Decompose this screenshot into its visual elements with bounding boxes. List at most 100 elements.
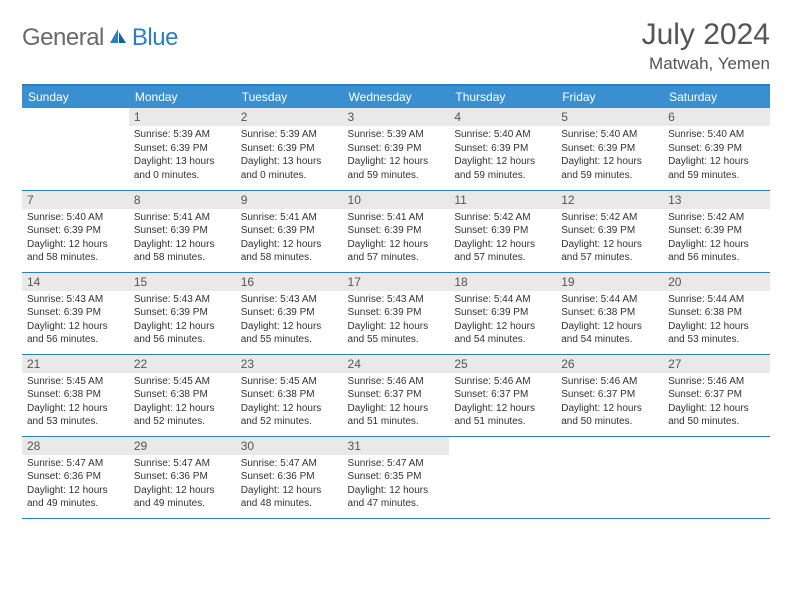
daylight-text: Daylight: 12 hours and 48 minutes. (241, 484, 338, 511)
sunset-text: Sunset: 6:39 PM (561, 224, 658, 238)
sunset-text: Sunset: 6:39 PM (134, 306, 231, 320)
sunset-text: Sunset: 6:37 PM (348, 388, 445, 402)
calendar-cell: 30Sunrise: 5:47 AMSunset: 6:36 PMDayligh… (236, 436, 343, 518)
sunset-text: Sunset: 6:36 PM (27, 470, 124, 484)
daylight-text: Daylight: 12 hours and 59 minutes. (668, 155, 765, 182)
calendar-cell: 31Sunrise: 5:47 AMSunset: 6:35 PMDayligh… (343, 436, 450, 518)
calendar-row: 7Sunrise: 5:40 AMSunset: 6:39 PMDaylight… (22, 190, 770, 272)
daylight-text: Daylight: 12 hours and 49 minutes. (27, 484, 124, 511)
sunset-text: Sunset: 6:39 PM (668, 224, 765, 238)
day-number: 25 (449, 355, 556, 373)
daylight-text: Daylight: 12 hours and 54 minutes. (454, 320, 551, 347)
sunrise-text: Sunrise: 5:45 AM (134, 375, 231, 389)
daylight-text: Daylight: 12 hours and 51 minutes. (454, 402, 551, 429)
day-data: Sunrise: 5:47 AMSunset: 6:36 PMDaylight:… (236, 455, 343, 515)
day-number: 7 (22, 191, 129, 209)
day-number: 18 (449, 273, 556, 291)
daylight-text: Daylight: 12 hours and 52 minutes. (241, 402, 338, 429)
daylight-text: Daylight: 12 hours and 56 minutes. (134, 320, 231, 347)
day-header: Friday (556, 85, 663, 108)
calendar-cell: 5Sunrise: 5:40 AMSunset: 6:39 PMDaylight… (556, 108, 663, 190)
day-number: 19 (556, 273, 663, 291)
day-header: Saturday (663, 85, 770, 108)
daylight-text: Daylight: 12 hours and 49 minutes. (134, 484, 231, 511)
sunset-text: Sunset: 6:39 PM (241, 142, 338, 156)
sunrise-text: Sunrise: 5:47 AM (134, 457, 231, 471)
sunset-text: Sunset: 6:39 PM (27, 224, 124, 238)
sunrise-text: Sunrise: 5:42 AM (668, 211, 765, 225)
calendar-cell: 25Sunrise: 5:46 AMSunset: 6:37 PMDayligh… (449, 354, 556, 436)
header: General Blue July 2024 Matwah, Yemen (22, 18, 770, 74)
sunrise-text: Sunrise: 5:44 AM (561, 293, 658, 307)
day-data: Sunrise: 5:47 AMSunset: 6:36 PMDaylight:… (22, 455, 129, 515)
calendar-cell: 2Sunrise: 5:39 AMSunset: 6:39 PMDaylight… (236, 108, 343, 190)
calendar-cell: 29 Sunrise: 5:47 AMSunset: 6:36 PMDayligh… (129, 436, 236, 518)
month-title: July 2024 (642, 18, 770, 52)
day-data: Sunrise: 5:46 AMSunset: 6:37 PMDaylight:… (343, 373, 450, 433)
day-number: 29 (129, 437, 236, 455)
daylight-text: Daylight: 12 hours and 57 minutes. (348, 238, 445, 265)
daylight-text: Daylight: 13 hours and 0 minutes. (241, 155, 338, 182)
daylight-text: Daylight: 12 hours and 53 minutes. (668, 320, 765, 347)
sunrise-text: Sunrise: 5:39 AM (348, 128, 445, 142)
sunrise-text: Sunrise: 5:39 AM (241, 128, 338, 142)
calendar-cell: 13Sunrise: 5:42 AMSunset: 6:39 PMDayligh… (663, 190, 770, 272)
logo: General Blue (22, 18, 178, 52)
day-data: Sunrise: 5:43 AMSunset: 6:39 PMDaylight:… (22, 291, 129, 351)
day-header: Monday (129, 85, 236, 108)
sunset-text: Sunset: 6:36 PM (134, 470, 231, 484)
day-data: Sunrise: 5:43 AMSunset: 6:39 PMDaylight:… (129, 291, 236, 351)
sunrise-text: Sunrise: 5:46 AM (668, 375, 765, 389)
sunset-text: Sunset: 6:39 PM (348, 142, 445, 156)
daylight-text: Daylight: 12 hours and 55 minutes. (241, 320, 338, 347)
calendar-cell: 24Sunrise: 5:46 AMSunset: 6:37 PMDayligh… (343, 354, 450, 436)
daylight-text: Daylight: 12 hours and 54 minutes. (561, 320, 658, 347)
sunrise-text: Sunrise: 5:39 AM (134, 128, 231, 142)
sunset-text: Sunset: 6:38 PM (668, 306, 765, 320)
day-number: 1 (129, 108, 236, 126)
day-data: Sunrise: 5:41 AMSunset: 6:39 PMDaylight:… (129, 209, 236, 269)
day-number: 24 (343, 355, 450, 373)
sunrise-text: Sunrise: 5:41 AM (134, 211, 231, 225)
day-number: 12 (556, 191, 663, 209)
day-data: Sunrise: 5:43 AMSunset: 6:39 PMDaylight:… (343, 291, 450, 351)
calendar-table: Sunday Monday Tuesday Wednesday Thursday… (22, 84, 770, 519)
calendar-cell: 21Sunrise: 5:45 AMSunset: 6:38 PMDayligh… (22, 354, 129, 436)
day-number: 31 (343, 437, 450, 455)
sunrise-text: Sunrise: 5:40 AM (27, 211, 124, 225)
logo-text-blue: Blue (132, 24, 178, 52)
sunset-text: Sunset: 6:38 PM (241, 388, 338, 402)
location: Matwah, Yemen (642, 54, 770, 74)
calendar-cell: 7 Sunrise: 5:40 AMSunset: 6:39 PMDaylight… (22, 190, 129, 272)
sunset-text: Sunset: 6:38 PM (561, 306, 658, 320)
sunrise-text: Sunrise: 5:40 AM (668, 128, 765, 142)
day-data: Sunrise: 5:40 AMSunset: 6:39 PMDaylight:… (556, 126, 663, 186)
daylight-text: Daylight: 12 hours and 55 minutes. (348, 320, 445, 347)
daylight-text: Daylight: 12 hours and 53 minutes. (27, 402, 124, 429)
day-number: 28 (22, 437, 129, 455)
day-number: 16 (236, 273, 343, 291)
day-number: 3 (343, 108, 450, 126)
calendar-cell: 22Sunrise: 5:45 AMSunset: 6:38 PMDayligh… (129, 354, 236, 436)
calendar-cell: 9Sunrise: 5:41 AMSunset: 6:39 PMDaylight… (236, 190, 343, 272)
day-data: Sunrise: 5:40 AMSunset: 6:39 PMDaylight:… (449, 126, 556, 186)
daylight-text: Daylight: 12 hours and 50 minutes. (561, 402, 658, 429)
daylight-text: Daylight: 12 hours and 57 minutes. (561, 238, 658, 265)
daylight-text: Daylight: 12 hours and 58 minutes. (27, 238, 124, 265)
day-number: 15 (129, 273, 236, 291)
calendar-cell: 16Sunrise: 5:43 AMSunset: 6:39 PMDayligh… (236, 272, 343, 354)
day-data: Sunrise: 5:45 AMSunset: 6:38 PMDaylight:… (22, 373, 129, 433)
daylight-text: Daylight: 13 hours and 0 minutes. (134, 155, 231, 182)
day-number: 6 (663, 108, 770, 126)
calendar-row: 28Sunrise: 5:47 AMSunset: 6:36 PMDayligh… (22, 436, 770, 518)
sunrise-text: Sunrise: 5:47 AM (241, 457, 338, 471)
daylight-text: Daylight: 12 hours and 58 minutes. (241, 238, 338, 265)
daylight-text: Daylight: 12 hours and 58 minutes. (134, 238, 231, 265)
calendar-cell: 11Sunrise: 5:42 AMSunset: 6:39 PMDayligh… (449, 190, 556, 272)
calendar-cell: 26Sunrise: 5:46 AMSunset: 6:37 PMDayligh… (556, 354, 663, 436)
sunrise-text: Sunrise: 5:41 AM (241, 211, 338, 225)
sunset-text: Sunset: 6:39 PM (561, 142, 658, 156)
sunrise-text: Sunrise: 5:42 AM (454, 211, 551, 225)
calendar-cell (556, 436, 663, 518)
day-data: Sunrise: 5:42 AMSunset: 6:39 PMDaylight:… (449, 209, 556, 269)
